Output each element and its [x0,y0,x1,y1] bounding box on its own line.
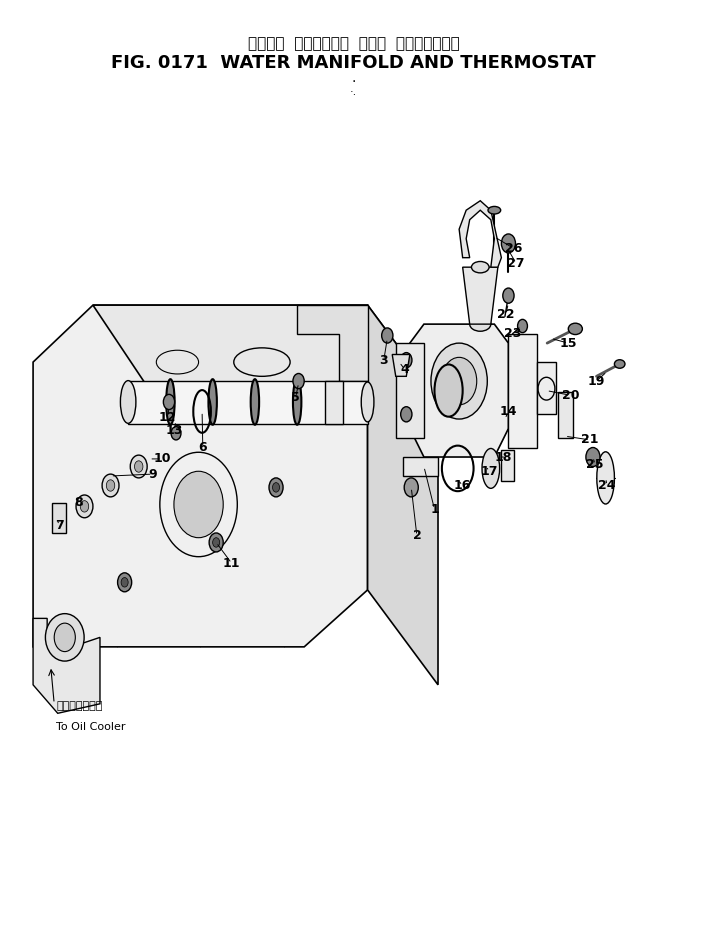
Text: 24: 24 [598,479,616,492]
Text: ·: · [351,75,356,89]
Text: 20: 20 [561,388,579,402]
Ellipse shape [597,452,614,504]
Polygon shape [368,306,438,684]
Text: 26: 26 [505,242,522,255]
Text: ウォータ  マニホールド  および  サーモスタット: ウォータ マニホールド および サーモスタット [247,36,460,51]
Circle shape [586,447,600,466]
Ellipse shape [482,448,500,488]
Circle shape [404,478,419,497]
Circle shape [102,474,119,497]
Polygon shape [93,306,438,400]
Text: 17: 17 [481,465,498,478]
Text: 9: 9 [148,467,157,481]
Text: 10: 10 [153,452,170,466]
Circle shape [382,327,393,343]
Polygon shape [392,354,410,376]
Circle shape [503,288,514,304]
Text: 2: 2 [412,529,421,543]
Bar [52,503,66,533]
Polygon shape [128,381,368,424]
Text: 3: 3 [380,354,388,367]
Ellipse shape [614,360,625,368]
Text: 23: 23 [504,327,521,340]
Polygon shape [410,324,508,457]
Text: 5: 5 [291,390,300,404]
Text: 4: 4 [401,363,409,376]
Text: 8: 8 [74,496,83,509]
Circle shape [293,373,304,388]
Circle shape [134,461,143,472]
Text: 13: 13 [165,424,182,437]
Circle shape [106,480,115,491]
Text: 21: 21 [581,433,599,446]
Text: 6: 6 [199,441,207,454]
Text: 11: 11 [223,557,240,570]
Text: 25: 25 [586,458,604,471]
Circle shape [213,538,220,547]
Text: オイルクーラへ: オイルクーラへ [57,701,103,711]
Circle shape [401,352,412,367]
Polygon shape [396,343,424,438]
Circle shape [163,394,175,409]
Polygon shape [297,306,368,381]
Ellipse shape [469,317,491,331]
Polygon shape [462,268,498,324]
Text: 1: 1 [430,503,439,516]
Text: 18: 18 [495,450,512,464]
Text: To Oil Cooler: To Oil Cooler [57,722,126,731]
Text: 27: 27 [508,257,525,269]
Text: FIG. 0171  WATER MANIFOLD AND THERMOSTAT: FIG. 0171 WATER MANIFOLD AND THERMOSTAT [111,54,596,72]
Circle shape [209,533,223,552]
Ellipse shape [361,382,374,422]
Circle shape [171,426,181,440]
Circle shape [117,573,132,592]
Text: ·.: ·. [350,87,357,96]
Text: 14: 14 [500,405,518,418]
Ellipse shape [209,379,217,425]
Ellipse shape [54,624,76,651]
Polygon shape [33,306,368,646]
Ellipse shape [568,323,583,334]
Text: 12: 12 [159,410,176,424]
Polygon shape [403,457,438,476]
Bar [537,362,556,414]
Bar [501,450,514,481]
Circle shape [174,471,223,538]
Ellipse shape [120,381,136,424]
Bar [325,381,343,424]
Bar [558,392,573,438]
Circle shape [272,483,279,492]
Text: 22: 22 [497,308,515,321]
Circle shape [121,578,128,587]
Ellipse shape [435,365,462,417]
Circle shape [401,407,412,422]
Text: 16: 16 [454,479,472,492]
Ellipse shape [472,262,489,273]
Circle shape [76,495,93,518]
Ellipse shape [166,379,175,425]
Circle shape [442,357,477,405]
Circle shape [130,455,147,478]
Circle shape [269,478,283,497]
Circle shape [518,319,527,332]
Circle shape [431,343,487,419]
Text: 7: 7 [54,519,64,532]
Circle shape [81,501,88,512]
Ellipse shape [45,614,84,661]
Text: 15: 15 [559,337,577,349]
Ellipse shape [251,379,259,425]
Ellipse shape [488,207,501,214]
Text: 19: 19 [588,374,605,387]
Polygon shape [33,619,100,713]
Circle shape [501,234,515,253]
Polygon shape [508,333,537,447]
Polygon shape [459,201,501,268]
Ellipse shape [293,379,301,425]
